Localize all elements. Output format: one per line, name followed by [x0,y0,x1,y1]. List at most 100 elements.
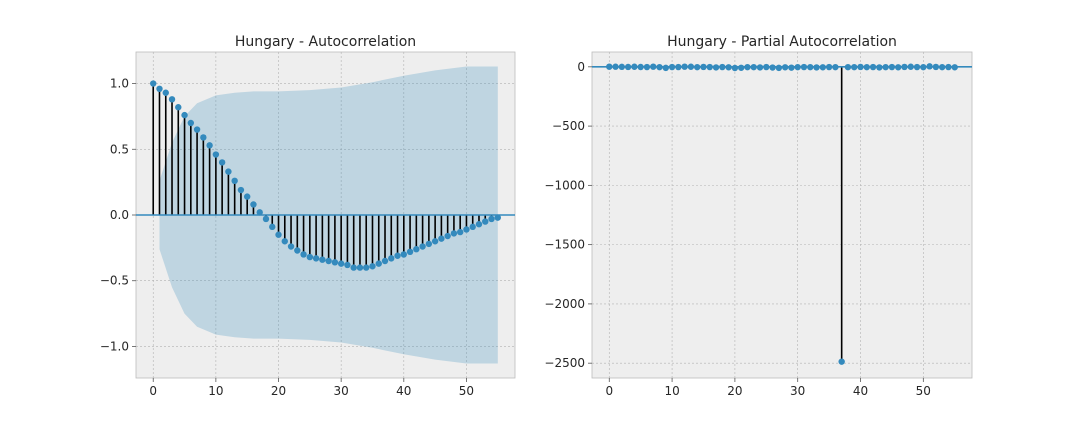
acf-point [231,177,238,185]
acf-point [488,215,495,223]
pacf-point [618,63,626,71]
pacf-point [794,63,801,71]
acf-point [344,261,351,269]
pacf-markers [606,63,958,365]
acf-x-axis: 0 10 20 30 40 50 [149,378,474,398]
pacf-point [668,63,676,71]
pacf-point [637,63,644,71]
acf-point [243,193,251,200]
pacf-point [612,63,619,70]
pacf-point [769,64,776,71]
pacf-y-tick-label: −1000 [544,178,585,192]
pacf-x-axis: 0 10 20 30 40 50 [605,378,931,398]
acf-point [431,238,439,245]
acf-y-tick-label: 0.0 [110,208,129,222]
pacf-y-tick-label: −1500 [544,238,585,252]
pacf-point [932,63,940,71]
acf-y-tick-label: −1.0 [100,339,129,353]
pacf-y-axis: −2500 −2000 −1500 −1000 −500 0 [544,60,592,370]
pacf-x-tick-label: 30 [790,384,805,398]
pacf-point [712,64,720,71]
pacf-point [945,63,952,71]
pacf-x-tick-label: 10 [664,384,679,398]
pacf-point [624,63,632,71]
pacf-y-tick-label: −2000 [544,297,585,311]
acf-point [156,85,163,93]
acf-point [381,257,389,265]
acf-point [256,209,263,216]
acf-point [388,255,395,262]
pacf-point [706,63,713,71]
pacf-plot-area [591,51,973,379]
pacf-y-tick-label: −500 [552,119,585,133]
pacf-x-tick-label: 0 [605,384,613,398]
acf-point [406,248,414,256]
acf-x-tick-label: 10 [208,384,223,398]
pacf-point [675,63,682,71]
acf-point [363,264,370,271]
acf-point [350,264,357,271]
acf-x-tick-label: 20 [271,384,286,398]
pacf-point [775,64,783,72]
pacf-point [744,63,751,71]
acf-point [450,230,458,237]
acf-point [193,126,201,133]
pacf-y-tick-label: 0 [577,60,585,74]
pacf-point [725,64,732,71]
acf-point [300,251,307,258]
acf-point [237,186,245,194]
acf-point [494,214,501,221]
acf-point [325,257,332,265]
pacf-point [643,63,651,71]
acf-point [469,223,476,231]
acf-chart-panel: 0 10 20 30 40 50 −1.0 −0.5 0.0 0.5 1.0 Hungary - … [100,34,516,398]
acf-point [269,223,276,231]
pacf-point [662,64,670,72]
pacf-point [788,64,795,71]
pacf-x-tick-label: 50 [916,384,931,398]
pacf-point [700,63,707,71]
pacf-point [694,63,701,71]
pacf-point [951,64,958,71]
pacf-point [876,64,883,71]
acf-point [413,245,420,253]
pacf-point [901,63,908,71]
acf-x-tick-label: 40 [396,384,411,398]
pacf-chart-panel: 0 10 20 30 40 50 −2500 −2000 −1500 −1000 −500 0 Hu… [544,34,973,398]
pacf-point [719,63,726,71]
pacf-x-tick-label: 40 [853,384,868,398]
acf-point [187,119,195,127]
acf-point [425,240,433,248]
acf-point [306,253,314,261]
acf-point [337,260,345,267]
pacf-point [825,63,833,71]
acf-x-tick-label: 30 [334,384,349,398]
pacf-point [857,63,864,71]
pacf-point [800,63,808,71]
pacf-point [819,64,827,71]
acf-point [375,260,382,267]
acf-point [168,96,176,103]
acf-point [369,263,376,270]
acf-point [225,168,232,175]
acf-point [482,218,489,225]
acf-point [438,235,445,242]
pacf-point [913,63,921,71]
pacf-point [656,63,663,71]
pacf-point [851,63,858,71]
pacf-point [763,63,770,71]
acf-y-tick-label: 0.5 [110,142,129,156]
pacf-point [807,63,814,71]
acf-point [181,111,188,119]
acf-point [331,259,339,266]
acf-point [400,251,408,258]
pacf-point [731,64,739,72]
acf-point [312,255,320,262]
acf-point [356,264,364,271]
acf-point [463,226,470,233]
pacf-point [781,64,789,71]
pacf-point [844,63,852,71]
acf-point [444,232,451,240]
acf-point [275,231,282,238]
